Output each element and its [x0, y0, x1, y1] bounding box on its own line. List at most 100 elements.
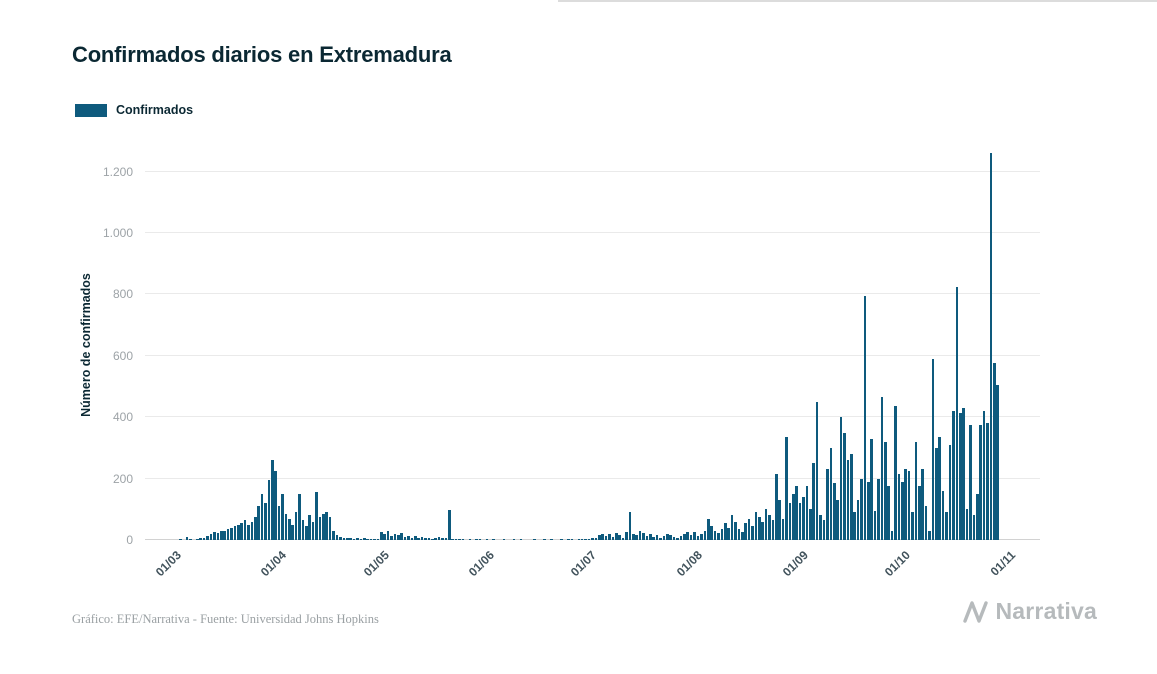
bar[interactable] — [264, 503, 267, 540]
bar[interactable] — [386, 531, 390, 540]
bar[interactable] — [550, 539, 553, 540]
bar[interactable] — [597, 535, 601, 540]
bar[interactable] — [512, 539, 516, 540]
bar[interactable] — [625, 532, 628, 540]
bar[interactable] — [914, 441, 918, 540]
bar[interactable] — [996, 384, 999, 540]
bar[interactable] — [407, 535, 410, 540]
bar[interactable] — [802, 497, 805, 540]
bar[interactable] — [836, 500, 839, 540]
bar[interactable] — [795, 486, 799, 540]
bar[interactable] — [945, 512, 948, 540]
bar[interactable] — [924, 506, 928, 540]
bar[interactable] — [427, 538, 431, 540]
bar[interactable] — [352, 538, 356, 540]
bar[interactable] — [373, 539, 376, 540]
bar[interactable] — [655, 535, 659, 540]
bar[interactable] — [301, 520, 305, 540]
legend-item-confirmados[interactable]: Confirmados — [75, 103, 193, 117]
bar[interactable] — [594, 537, 598, 540]
bar[interactable] — [928, 530, 931, 540]
bar[interactable] — [240, 523, 243, 540]
bar[interactable] — [379, 532, 383, 540]
bar[interactable] — [403, 536, 407, 540]
bar[interactable] — [952, 411, 955, 540]
bar[interactable] — [904, 469, 908, 540]
bar[interactable] — [734, 521, 737, 540]
bar[interactable] — [873, 510, 877, 540]
bar[interactable] — [992, 363, 996, 540]
bar[interactable] — [267, 480, 271, 540]
bar[interactable] — [601, 533, 604, 540]
bar[interactable] — [339, 536, 342, 540]
bar[interactable] — [567, 539, 570, 540]
bar[interactable] — [870, 438, 873, 540]
bar[interactable] — [448, 509, 451, 540]
bar[interactable] — [332, 530, 335, 540]
bar[interactable] — [969, 424, 972, 540]
bar[interactable] — [318, 516, 322, 540]
bar[interactable] — [856, 500, 860, 540]
bar[interactable] — [757, 516, 761, 540]
bar[interactable] — [311, 521, 315, 540]
bar[interactable] — [454, 539, 458, 540]
bar[interactable] — [390, 536, 393, 540]
bar[interactable] — [720, 529, 724, 540]
bar[interactable] — [662, 536, 666, 540]
bar[interactable] — [737, 529, 741, 540]
bar[interactable] — [822, 520, 826, 540]
bar[interactable] — [328, 516, 332, 540]
bar[interactable] — [860, 478, 863, 540]
bar[interactable] — [611, 536, 615, 540]
bar[interactable] — [410, 537, 414, 540]
bar[interactable] — [580, 539, 584, 540]
bar[interactable] — [305, 526, 308, 540]
bar[interactable] — [437, 536, 441, 540]
bar[interactable] — [703, 531, 707, 540]
bar[interactable] — [434, 537, 438, 540]
bar[interactable] — [866, 481, 870, 540]
bar[interactable] — [618, 535, 621, 540]
bar[interactable] — [461, 539, 465, 540]
bar[interactable] — [642, 533, 645, 540]
bar[interactable] — [485, 539, 489, 540]
bar[interactable] — [308, 515, 312, 540]
bar[interactable] — [614, 533, 618, 540]
bar[interactable] — [219, 531, 223, 540]
bar[interactable] — [291, 524, 295, 540]
bar[interactable] — [706, 518, 710, 540]
bar[interactable] — [972, 515, 976, 540]
bar[interactable] — [284, 513, 288, 540]
bar[interactable] — [635, 535, 638, 540]
bar[interactable] — [400, 533, 403, 540]
bar[interactable] — [223, 530, 226, 540]
bar[interactable] — [897, 473, 901, 540]
bar[interactable] — [441, 538, 444, 540]
bar[interactable] — [628, 512, 632, 540]
bar[interactable] — [362, 538, 366, 540]
bar[interactable] — [424, 537, 427, 540]
bar[interactable] — [345, 538, 349, 540]
bar[interactable] — [918, 486, 921, 540]
bar[interactable] — [478, 539, 482, 540]
bar[interactable] — [853, 512, 856, 540]
bar[interactable] — [676, 538, 679, 540]
bar[interactable] — [277, 506, 281, 540]
bar[interactable] — [271, 460, 274, 540]
bar[interactable] — [832, 483, 836, 540]
bar[interactable] — [560, 539, 564, 540]
bar[interactable] — [444, 538, 448, 540]
bar[interactable] — [938, 437, 942, 540]
bar[interactable] — [747, 518, 751, 540]
bar[interactable] — [815, 401, 819, 540]
bar[interactable] — [761, 521, 764, 540]
bar[interactable] — [805, 486, 809, 540]
bar[interactable] — [414, 536, 417, 540]
bar[interactable] — [366, 539, 369, 540]
bar[interactable] — [955, 286, 959, 540]
bar[interactable] — [631, 533, 635, 540]
bar[interactable] — [775, 473, 778, 540]
bar[interactable] — [846, 460, 850, 540]
bar[interactable] — [196, 539, 199, 540]
bar[interactable] — [931, 358, 935, 540]
